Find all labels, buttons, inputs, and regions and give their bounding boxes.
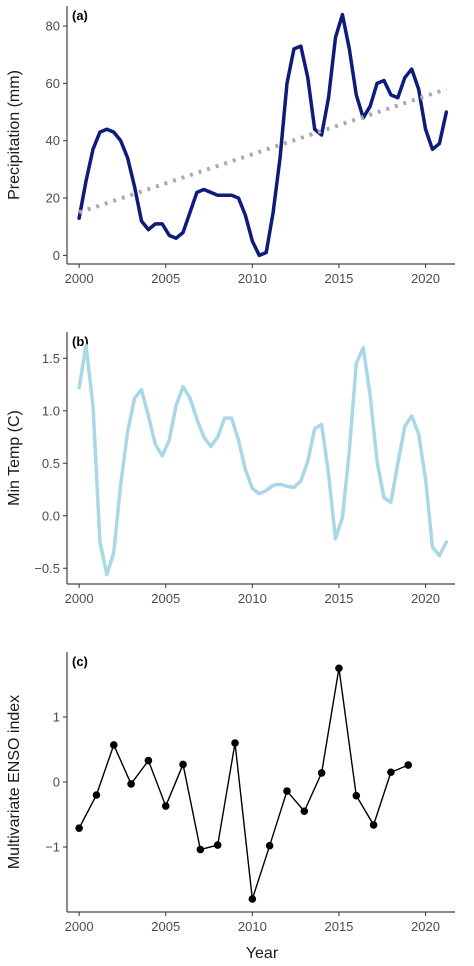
enso-data-point — [283, 787, 291, 795]
precipitation-y-tick-label: 80 — [46, 19, 60, 34]
enso-y-tick-label: 1 — [53, 710, 60, 725]
min-temp-x-tick-label: 2005 — [151, 591, 180, 606]
min-temp-x-tick-label: 2020 — [411, 591, 440, 606]
min-temp-y-tick-label: 1.0 — [42, 403, 60, 418]
precipitation-panel-tag: (a) — [72, 8, 88, 23]
enso-data-point — [179, 760, 187, 769]
precipitation-trend-line — [78, 87, 447, 215]
enso-x-tick-label: 2005 — [151, 919, 180, 934]
precipitation-x-tick-label: 2005 — [151, 271, 180, 286]
precipitation-x-tick-label: 2010 — [238, 271, 267, 286]
enso-data-point — [213, 841, 222, 849]
enso-y-axis-title: Multivariate ENSO index — [6, 695, 23, 869]
enso-data-point — [248, 895, 257, 903]
enso-data-point — [300, 807, 309, 816]
enso-data-point — [231, 739, 239, 747]
enso-panel-tag: (c) — [72, 654, 88, 669]
x-axis-title: Year — [246, 945, 279, 962]
enso-data-point — [404, 761, 413, 769]
enso-data-point — [109, 741, 118, 749]
enso-data-point — [161, 802, 170, 810]
precipitation-y-tick-label: 60 — [46, 76, 60, 91]
enso-data-point — [265, 841, 274, 850]
min-temp-series-line — [77, 343, 449, 577]
enso-data-point — [196, 845, 205, 854]
enso-data-point — [335, 664, 343, 673]
enso-data-point — [75, 824, 83, 832]
precipitation-x-tick-label: 2020 — [411, 271, 440, 286]
min-temp-x-tick-label: 2010 — [238, 591, 267, 606]
enso-x-tick-label: 2010 — [238, 919, 267, 934]
enso-x-tick-label: 2015 — [324, 919, 353, 934]
precipitation-x-tick-label: 2015 — [324, 271, 353, 286]
enso-data-point — [317, 769, 326, 777]
panel-enso: −1 0 1 2000 2005 2010 2015 2020 Multivariate ENS… — [6, 652, 455, 934]
precipitation-y-axis-title: Precipitation (mm) — [6, 70, 23, 200]
enso-x-tick-label: 2020 — [411, 919, 440, 934]
enso-x-tick-label: 2000 — [65, 919, 94, 934]
enso-data-point — [352, 791, 361, 800]
enso-data-point — [387, 768, 395, 777]
enso-series-line — [78, 667, 409, 900]
enso-y-tick-label: 0 — [53, 775, 60, 790]
panel-precipitation: 0 20 40 60 80 2000 2005 2010 2015 2020 Precipitati… — [6, 6, 455, 286]
panel-min-temp: −0.5 0.0 0.5 1.0 1.5 2000 2005 2010 2015 2020 Min … — [6, 332, 455, 606]
min-temp-y-tick-label: 0.0 — [42, 508, 60, 523]
precipitation-y-tick-label: 0 — [53, 248, 60, 263]
enso-y-tick-label: −1 — [45, 840, 60, 855]
min-temp-x-tick-label: 2000 — [65, 591, 94, 606]
enso-data-point — [369, 821, 378, 829]
min-temp-y-tick-label: −0.5 — [34, 561, 60, 576]
min-temp-y-axis-title: Min Temp (C) — [6, 410, 23, 506]
enso-data-point — [92, 791, 101, 799]
precipitation-series-line — [77, 12, 449, 258]
precipitation-x-tick-label: 2000 — [65, 271, 94, 286]
min-temp-y-tick-label: 0.5 — [42, 456, 60, 471]
enso-data-point — [127, 780, 135, 788]
precipitation-y-tick-label: 40 — [46, 133, 60, 148]
enso-data-point — [144, 756, 153, 765]
precipitation-y-tick-label: 20 — [46, 191, 60, 206]
min-temp-x-tick-label: 2015 — [324, 591, 353, 606]
min-temp-y-tick-label: 1.5 — [42, 351, 60, 366]
